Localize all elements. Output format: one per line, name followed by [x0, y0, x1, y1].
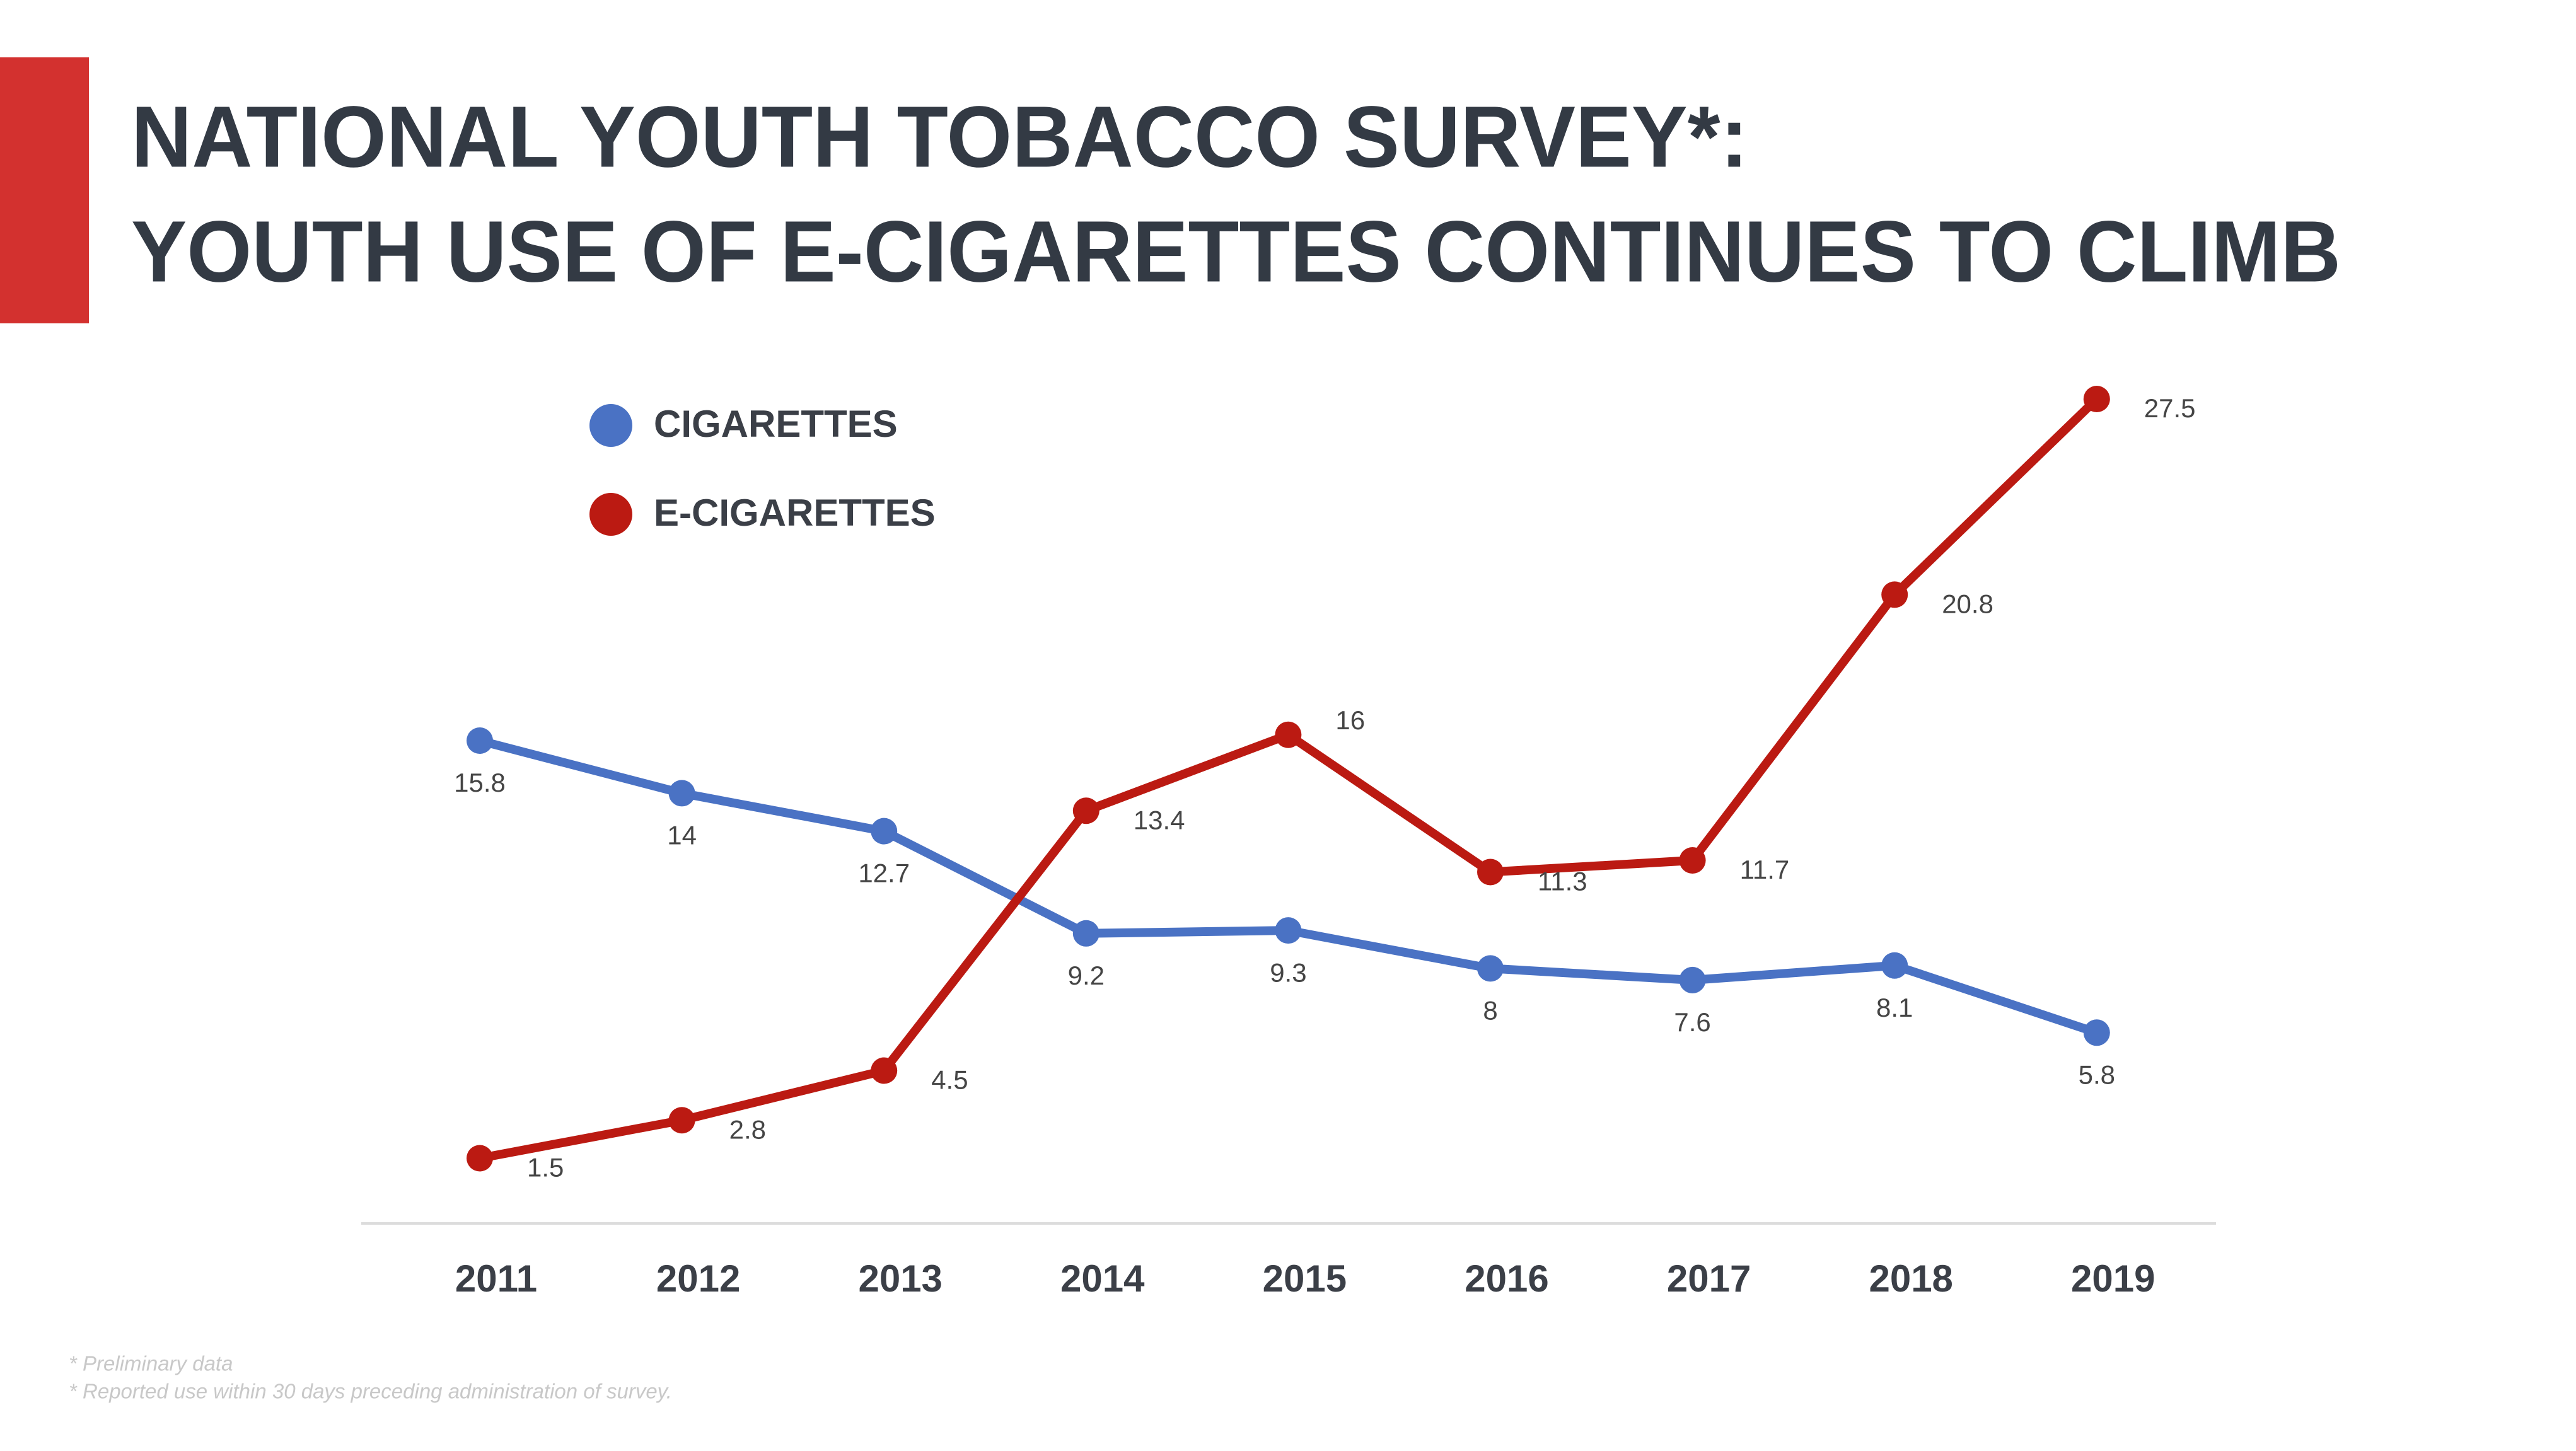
data-label: 15.8: [454, 768, 506, 797]
x-tick-label: 2015: [1263, 1257, 1347, 1300]
data-label: 1.5: [527, 1153, 564, 1182]
data-point: [2083, 386, 2110, 412]
data-point: [1072, 920, 1099, 947]
data-point: [467, 1145, 493, 1172]
data-label: 11.7: [1740, 855, 1790, 884]
x-tick-label: 2013: [858, 1257, 942, 1300]
data-point: [1275, 917, 1302, 944]
legend-label: E-CIGARETTES: [654, 492, 936, 534]
data-point: [467, 727, 493, 754]
data-point: [1477, 858, 1504, 886]
data-label: 5.8: [2079, 1060, 2115, 1089]
x-tick-label: 2016: [1465, 1257, 1548, 1300]
data-point: [1881, 581, 1908, 608]
data-point: [668, 780, 695, 807]
footnote: * Reported use within 30 days preceding …: [69, 1380, 672, 1403]
legend-marker: [589, 404, 632, 447]
data-line: [475, 736, 2101, 1038]
data-label: 9.3: [1270, 957, 1306, 987]
legend-label: CIGARETTES: [654, 403, 898, 445]
data-label: 7.6: [1674, 1007, 1710, 1037]
data-point: [1275, 721, 1302, 748]
data-label: 20.8: [1942, 589, 1993, 618]
x-tick-label: 2014: [1060, 1257, 1145, 1300]
data-point: [1477, 955, 1504, 982]
x-tick-label: 2018: [1869, 1257, 1952, 1300]
data-label: 9.2: [1068, 961, 1105, 990]
data-label: 13.4: [1134, 805, 1185, 835]
data-point: [871, 1057, 898, 1084]
data-label: 4.5: [931, 1065, 968, 1095]
data-point: [1679, 847, 1706, 874]
footnote: * Preliminary data: [69, 1352, 233, 1375]
data-point: [1679, 966, 1706, 993]
data-label: 16: [1335, 705, 1365, 735]
data-label: 14: [667, 821, 697, 850]
data-label: 27.5: [2144, 393, 2196, 423]
data-point: [871, 818, 898, 845]
chart-title: YOUTH USE OF E-CIGARETTES CONTINUES TO C…: [131, 203, 2341, 300]
data-point: [1881, 952, 1908, 979]
x-tick-label: 2012: [656, 1257, 740, 1300]
data-label: 2.8: [729, 1114, 766, 1144]
data-point: [2083, 1019, 2110, 1046]
data-label: 8.1: [1876, 993, 1913, 1022]
data-label: 8: [1483, 995, 1497, 1025]
x-tick-label: 2019: [2071, 1257, 2155, 1300]
chart-title: NATIONAL YOUTH TOBACCO SURVEY*:: [131, 88, 1748, 185]
x-tick-label: 2017: [1667, 1257, 1751, 1300]
legend-marker: [589, 493, 632, 536]
accent-bar: [0, 57, 89, 323]
data-point: [668, 1107, 695, 1134]
data-label: 12.7: [858, 858, 910, 888]
data-label: 11.3: [1538, 867, 1587, 896]
data-point: [1072, 797, 1099, 824]
x-tick-label: 2011: [455, 1257, 537, 1300]
